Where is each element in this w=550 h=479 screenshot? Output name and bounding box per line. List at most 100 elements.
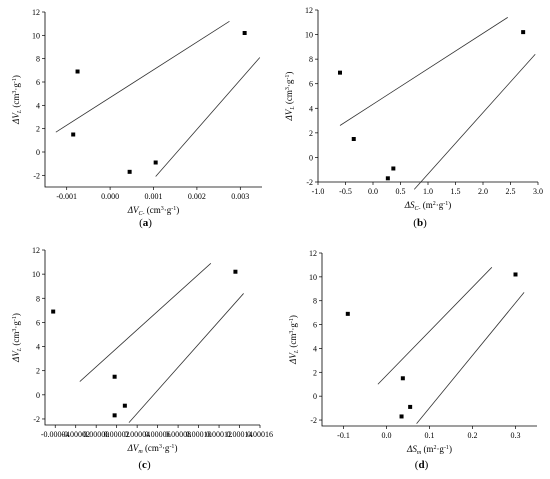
chart-c-ytick-label: 10 — [32, 270, 40, 279]
chart-c-band-lower — [128, 293, 244, 423]
chart-a-xtick-label: -0.001 — [56, 192, 77, 201]
chart-b-point — [521, 30, 526, 35]
chart-c-xtick-label: -0.00004 — [41, 430, 70, 439]
chart-a-ytick-label: 10 — [32, 31, 40, 40]
chart-c-ytick-label: 6 — [36, 318, 40, 327]
chart-b-ylabel: ΔVL (cm3·g-1) — [284, 72, 296, 122]
chart-a-point — [75, 69, 80, 74]
chart-c-ytick-label: 0 — [36, 391, 40, 400]
chart-b-ytick-label: 2 — [309, 129, 313, 138]
chart-a-point — [127, 169, 132, 174]
chart-b-point — [385, 176, 390, 181]
chart-c-xtick-label: 0.00004 — [124, 430, 150, 439]
chart-d-ytick-label: 0 — [313, 392, 317, 401]
chart-b-axes — [317, 10, 538, 183]
chart-c-ytick-label: 2 — [36, 367, 40, 376]
chart-b-ytick-label: 8 — [309, 55, 313, 64]
chart-c-xtick-label: 0.00012 — [206, 430, 232, 439]
chart-b-ytick-label: 0 — [309, 153, 313, 162]
chart-panel-a: -0.001 0.000 0.001 0.002 0.003 -2 0 2 4 6 8 10 12 ΔVC… — [0, 0, 275, 240]
chart-c-point — [51, 309, 56, 314]
chart-c-xtick-label: 0.00008 — [165, 430, 191, 439]
chart-c-xtick-label: 0.00006 — [145, 430, 171, 439]
chart-c-point — [112, 374, 117, 379]
chart-a-xtick-label: 0.000 — [101, 192, 119, 201]
chart-d-xtick-label: 0.2 — [468, 431, 478, 440]
chart-d-axes — [321, 253, 537, 427]
chart-a-point — [242, 31, 247, 35]
chart-a-band-lower — [155, 57, 261, 177]
chart-a-ytick-label: 6 — [36, 78, 40, 87]
chart-a-xlabel: ΔVC- (cm3·g-1) — [127, 205, 180, 217]
chart-a-xtick-label: 0.001 — [145, 192, 163, 201]
chart-a-band-upper — [55, 20, 230, 133]
chart-a-xtick-label: 0.003 — [231, 192, 249, 201]
chart-d-svg: -0.1 0.0 0.1 0.2 0.3 -2 0 2 4 6 8 10 12 ΔSm (m2·g-1) Δ… — [288, 249, 537, 471]
chart-c-band-upper — [79, 262, 212, 382]
chart-b-ytick-label: -2 — [306, 178, 313, 187]
chart-b-band-upper — [339, 17, 508, 126]
chart-d-caption: (d) — [415, 459, 429, 471]
chart-c-xtick-label: -0.00002 — [61, 430, 90, 439]
chart-a-ytick-label: 2 — [36, 125, 40, 134]
chart-c-point — [112, 413, 117, 418]
chart-d-point — [400, 376, 405, 381]
chart-d-xtick-label: 0.0 — [382, 431, 392, 440]
chart-b-xtick-label: 0.0 — [368, 187, 378, 196]
chart-d-ytick-label: -2 — [310, 416, 317, 425]
chart-c-ytick-label: 12 — [32, 246, 40, 255]
chart-b-point — [391, 166, 396, 171]
chart-a-caption: (a) — [139, 217, 152, 229]
chart-d-ytick-label: 4 — [313, 344, 317, 353]
chart-a-ytick-label: 4 — [36, 101, 40, 110]
chart-a-ytick-label: 12 — [32, 8, 40, 17]
chart-c-xtick-label: 0.00014 — [227, 430, 253, 439]
chart-c-xtick-label: 0.00000 — [83, 430, 109, 439]
chart-b-caption: (b) — [413, 217, 427, 229]
chart-b-ytick-label: 12 — [305, 6, 313, 15]
chart-c-ytick-label: -2 — [33, 415, 40, 424]
chart-d-point — [408, 404, 413, 409]
chart-c-xtick-label: 0.00002 — [104, 430, 130, 439]
chart-c-ytick-label: 8 — [36, 294, 40, 303]
chart-d-point — [345, 311, 350, 316]
chart-d-ytick-label: 10 — [309, 273, 317, 282]
chart-d-point — [513, 272, 518, 277]
chart-c-svg: -0.00004-0.000020.000000.000020.000040.0… — [11, 246, 273, 471]
chart-b-xtick-label: 1.5 — [451, 187, 461, 196]
chart-b-ytick-label: 10 — [305, 31, 313, 40]
chart-d-ylabel: ΔVL (cm3·g-1) — [288, 315, 300, 365]
chart-c-ylabel: ΔVL (cm3·g-1) — [11, 313, 23, 363]
chart-a-ylabel: ΔVL (cm3·g-1) — [11, 75, 23, 125]
chart-b-xtick-label: -0.5 — [339, 187, 352, 196]
chart-b-xtick-label: 2.5 — [506, 187, 516, 196]
chart-panel-d: -0.1 0.0 0.1 0.2 0.3 -2 0 2 4 6 8 10 12 ΔSm (m2·g-1) Δ… — [275, 240, 550, 479]
chart-b-ytick-label: 6 — [309, 80, 313, 89]
chart-c-xtick-label: 0.00016 — [247, 430, 273, 439]
chart-b-xtick-label: 2.0 — [478, 187, 488, 196]
chart-panel-c: -0.00004 -0.00002 0.00000 0.00002 0.00004 0.0… — [0, 240, 275, 479]
chart-a-xtick-label: 0.002 — [188, 192, 206, 201]
chart-a-svg: -0.001 0.000 0.001 0.002 0.003 -2 0 2 4 6 8 10 12 ΔVC… — [11, 8, 262, 229]
chart-c-point — [233, 269, 238, 274]
chart-a-ytick-label: 8 — [36, 55, 40, 64]
chart-c-ytick-label: 4 — [36, 343, 40, 352]
chart-d-ytick-label: 12 — [309, 249, 317, 258]
chart-a-point — [71, 132, 76, 137]
chart-d-xtick-label: 0.3 — [511, 431, 521, 440]
chart-b-xtick-label: 3.0 — [533, 187, 543, 196]
chart-d-point — [399, 414, 404, 419]
chart-a-ytick-label: 0 — [36, 148, 40, 157]
chart-panel-b: -1.0 -0.5 0.0 0.5 1.0 1.5 2.0 2.5 3.0 -2 0 2 4 6 8 10 12… — [275, 0, 550, 240]
chart-d-band-upper — [377, 267, 493, 385]
chart-b-point — [338, 70, 342, 75]
chart-d-ytick-label: 6 — [313, 321, 317, 330]
chart-d-xtick-label: -0.1 — [337, 431, 350, 440]
chart-b-xtick-label: 1.0 — [423, 187, 433, 196]
chart-d-xlabel: ΔSm (m2·g-1) — [406, 444, 452, 456]
chart-c-xlabel: ΔVm (cm3·g-1) — [127, 443, 178, 455]
chart-b-point — [351, 137, 356, 141]
chart-c-point — [122, 403, 127, 408]
chart-a-point — [153, 160, 158, 165]
chart-c-caption: (c) — [138, 459, 151, 471]
